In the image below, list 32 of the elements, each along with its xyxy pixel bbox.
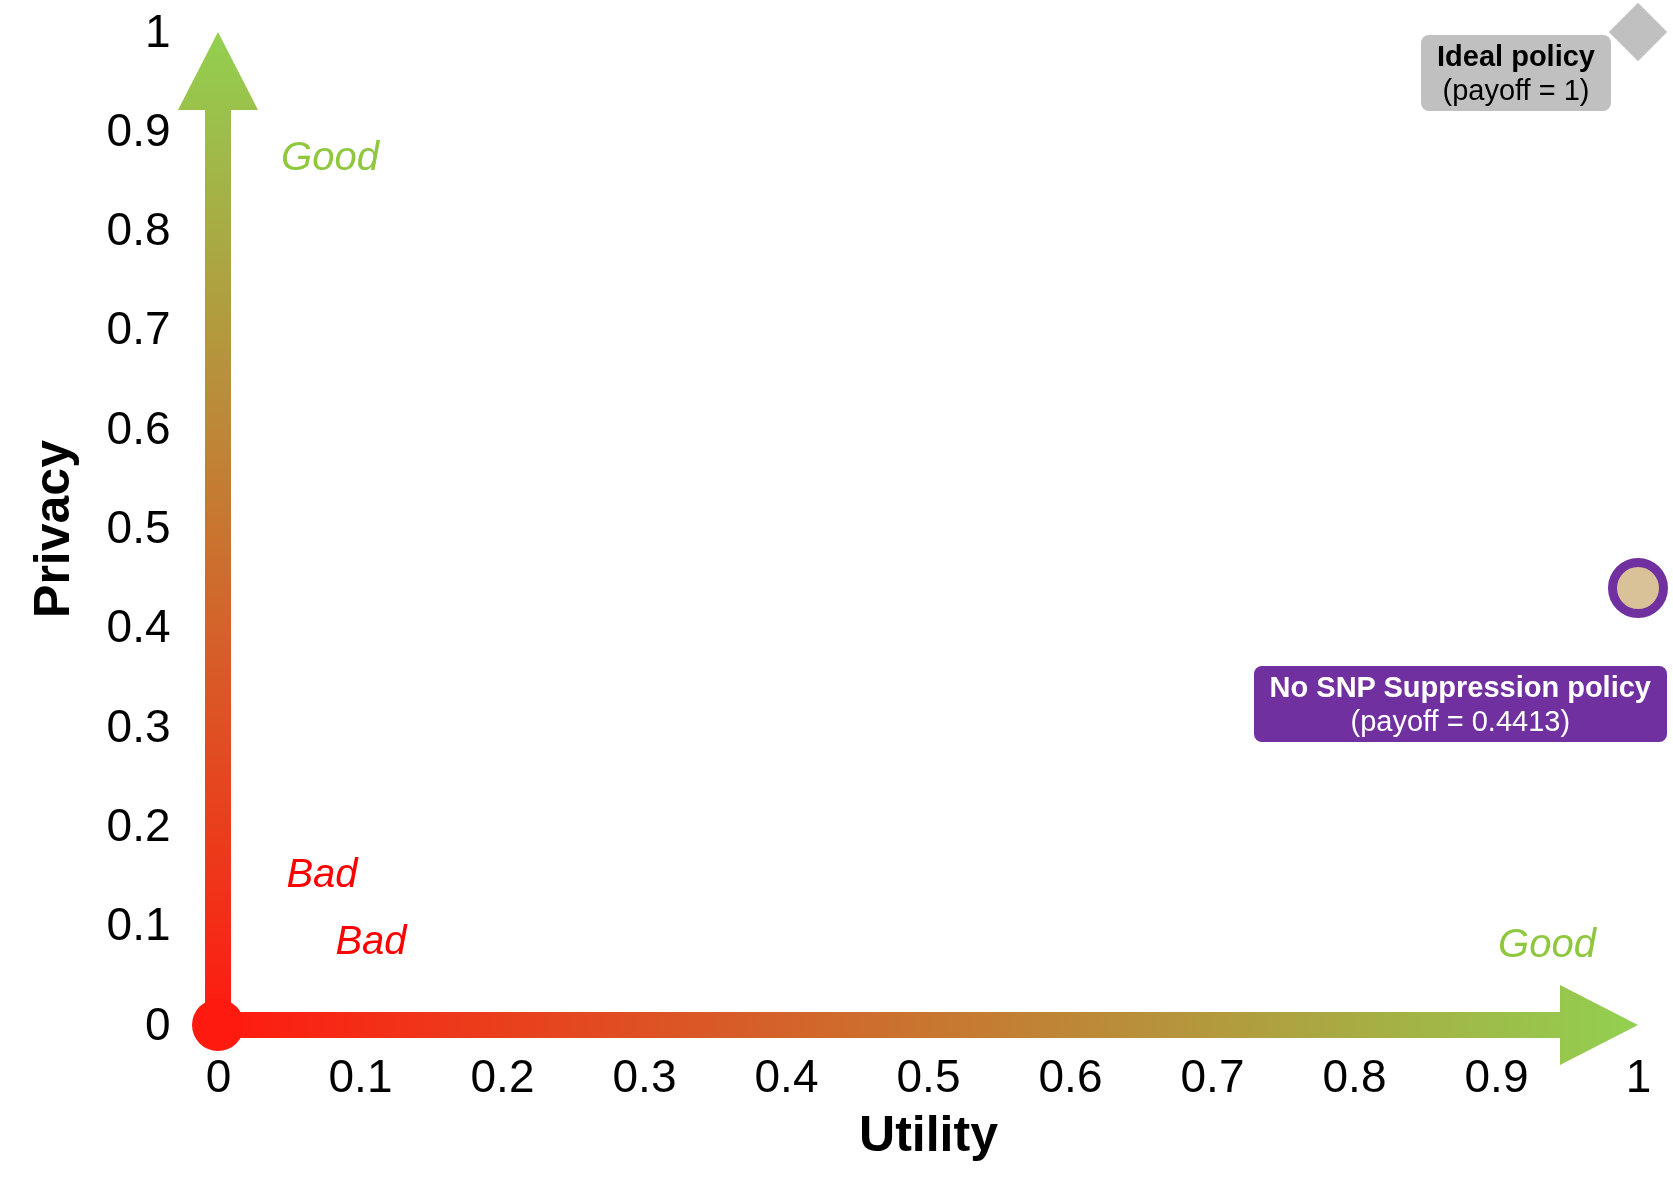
x-tick-label: 0.7 (1180, 1049, 1245, 1102)
y-tick-label: 0.5 (106, 501, 171, 553)
annotation: Good (1498, 920, 1596, 966)
x-tick-label: 0.9 (1464, 1049, 1529, 1102)
y-axis-title: Privacy (23, 439, 80, 618)
text: No SNP Suppression policy (1269, 670, 1651, 705)
annotation: Bad (335, 917, 407, 963)
y-tick-label: 0.4 (106, 600, 171, 653)
x-tick-label: 0.1 (328, 1049, 393, 1102)
annotation: Good (281, 133, 379, 179)
x-tick-label: 1 (1625, 1049, 1652, 1102)
x-tick-label: 0 (205, 1049, 232, 1102)
x-tick-label: 0.6 (1038, 1049, 1103, 1102)
annotation: (payoff = 0.4413) (1350, 705, 1571, 738)
annotation: Bad (286, 850, 358, 896)
y-tick-label: 0.6 (106, 401, 171, 454)
x-axis-title: Utility (859, 1105, 999, 1162)
y-tick-label: 0.7 (106, 302, 171, 355)
y-tick-label: 1 (144, 4, 171, 57)
annotation: (payoff = 1) (1442, 74, 1590, 106)
y-tick-label: 0.2 (106, 798, 171, 851)
x-tick-label: 0.5 (896, 1049, 961, 1102)
x-tick-label: 0.3 (612, 1049, 677, 1102)
y-tick-label: 0.8 (106, 203, 171, 256)
y-tick-label: 0.1 (106, 898, 171, 951)
x-tick-label: 0.4 (754, 1049, 819, 1102)
x-tick-label: 0.8 (1322, 1049, 1387, 1102)
series-label: Ideal policy (1437, 39, 1595, 73)
x-tick-label: 0.2 (470, 1049, 535, 1102)
y-tick-label: 0 (144, 997, 171, 1050)
y-tick-label: 0.3 (106, 699, 171, 752)
y-tick-label: 0.9 (106, 103, 171, 156)
